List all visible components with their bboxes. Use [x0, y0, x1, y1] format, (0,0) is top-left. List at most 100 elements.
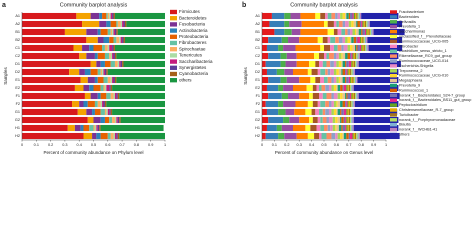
bar-segment [316, 84, 320, 92]
y-tick-label: G1 [255, 110, 260, 114]
legend-label: Peptoclostridium [399, 103, 427, 107]
bar-segment [352, 92, 354, 100]
y-tick-label: A1 [15, 14, 20, 18]
bar-segment [79, 68, 85, 76]
bar-segment [312, 116, 318, 124]
bar-segment [22, 84, 75, 92]
bar-segment [362, 36, 364, 44]
bar-segment [319, 60, 323, 68]
bar-segment [355, 92, 357, 100]
x-tick-label: 1 [385, 143, 387, 147]
y-tick-label: C2 [255, 54, 260, 58]
bar-segment [114, 60, 118, 68]
bar-segment [22, 12, 77, 20]
bar-segment [369, 20, 403, 28]
bar-segment [266, 124, 277, 132]
legend-swatch [170, 9, 177, 15]
legend-swatch [390, 108, 397, 112]
bar-segment [345, 116, 347, 124]
bar-segment [331, 76, 334, 84]
bar-segment [293, 68, 308, 76]
bar-segment [120, 60, 123, 68]
bar-segment [119, 132, 165, 140]
legend-label: Turicibacter [399, 113, 419, 117]
bar-segment [80, 76, 88, 84]
bar-segment [355, 100, 399, 108]
bar-segment [93, 84, 101, 92]
bar-segment [362, 44, 364, 52]
legend-label: Spirochaetae [179, 46, 206, 51]
bar-segment [117, 60, 120, 68]
bar-segment [104, 108, 107, 116]
bar-segment [367, 44, 369, 52]
x-tick-label: 0.5 [91, 143, 96, 147]
bar-segment [359, 20, 362, 28]
bar-segment [320, 12, 326, 20]
bar-segment [113, 132, 115, 140]
bar-segment [351, 92, 353, 100]
bar-segment [119, 60, 121, 68]
bar-segment [274, 28, 285, 36]
bar-segment [356, 52, 358, 60]
bar-segment [22, 52, 80, 60]
y-tick-label: G2 [255, 118, 260, 122]
legend-swatch [390, 103, 397, 107]
bar-segment [104, 44, 108, 52]
bar-segment [285, 108, 295, 116]
bar-segment [284, 12, 291, 20]
bar-segment [307, 68, 312, 76]
bar-segment [353, 76, 355, 84]
bar-segment [320, 124, 324, 132]
bar-segment [77, 108, 87, 116]
bar-segment [278, 100, 284, 108]
bar-segment [348, 20, 352, 28]
legend-swatch [390, 73, 397, 78]
bar-segment [295, 100, 308, 108]
bar-segment [338, 52, 342, 60]
bar-segment [102, 100, 104, 108]
bar-segment [352, 28, 355, 36]
legend-swatch [390, 29, 397, 34]
bar-segment [346, 132, 349, 140]
bar-segment [120, 36, 123, 44]
bar-segment [326, 60, 331, 68]
legend-label: Megasphaera [399, 79, 423, 83]
bar-segment [86, 52, 95, 60]
bar-segment [123, 36, 125, 44]
legend-label: others [179, 77, 192, 82]
bar-segment [97, 52, 105, 60]
bar-segment [110, 60, 115, 68]
bar-segment [348, 100, 351, 108]
bar-segment [284, 132, 297, 140]
bar-segment [266, 68, 277, 76]
bar-segment [107, 68, 165, 76]
bar-segment [348, 108, 351, 116]
bar-segment [300, 12, 316, 20]
bar-segment [355, 52, 357, 60]
bar-segment [89, 124, 94, 132]
bar-segment [119, 36, 121, 44]
bar-segment [94, 108, 101, 116]
bar-segment [358, 92, 400, 100]
bar-segment [343, 108, 347, 116]
bar-segment [338, 68, 342, 76]
bar-segment [295, 44, 321, 52]
bar-segment [345, 76, 347, 84]
bar-segment [112, 52, 114, 60]
bar-segment [67, 124, 75, 132]
legend-swatch [390, 54, 397, 58]
bar-segment [93, 124, 95, 132]
bar-segment [123, 20, 125, 28]
bar-segment [278, 108, 286, 116]
bar-segment [324, 20, 328, 28]
bar-segment [307, 132, 315, 140]
bar-segment [343, 84, 347, 92]
legend-swatch [170, 65, 177, 70]
bar-segment [327, 20, 334, 28]
bar-segment [347, 68, 349, 76]
bar-segment [364, 36, 367, 44]
bar-segment [343, 44, 348, 52]
bar-segment [338, 36, 343, 44]
bar-segment [332, 124, 336, 132]
bar-segment [337, 84, 341, 92]
